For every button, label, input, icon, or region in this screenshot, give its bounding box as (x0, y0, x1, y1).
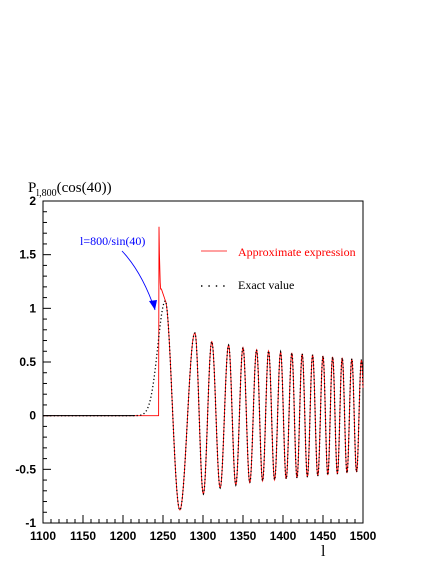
x-tick-label: 1200 (110, 529, 137, 543)
annotation-label: l=800/sin(40) (80, 234, 145, 248)
y-tick-label: 0.5 (19, 355, 36, 369)
legend-label-exact: Exact value (238, 278, 294, 292)
axis-ticks (42, 200, 364, 524)
x-tick-label: 1250 (150, 529, 177, 543)
chart-title-base: P (28, 180, 36, 196)
legend-label-approximate: Approximate expression (238, 245, 356, 259)
y-tick-label: -0.5 (15, 462, 36, 476)
annotation-arrowhead (149, 300, 157, 310)
tick-labels: 1100 1150 1200 1250 1300 1350 1400 1450 1500 -1 -0… (15, 194, 376, 543)
series-approximate-line (43, 226, 364, 511)
x-tick-label: 1400 (270, 529, 297, 543)
chart-title-subscript: l,800 (36, 188, 56, 199)
y-tick-label: 2 (29, 194, 36, 208)
x-tick-label: 1500 (350, 529, 377, 543)
x-tick-label: 1300 (190, 529, 217, 543)
x-tick-label: 1100 (30, 529, 56, 543)
series-layer (43, 226, 364, 511)
y-tick-label: 0 (29, 409, 36, 423)
x-tick-label: 1450 (310, 529, 337, 543)
x-tick-label: 1150 (70, 529, 96, 543)
y-tick-label: -1 (25, 516, 36, 530)
series-exact-line (43, 299, 364, 511)
x-tick-label: 1350 (230, 529, 257, 543)
y-tick-label: 1.5 (19, 248, 36, 262)
y-tick-label: 1 (29, 301, 36, 315)
annotation: l=800/sin(40) (80, 234, 157, 311)
chart-title-suffix: (cos(40)) (57, 180, 112, 196)
x-axis-label: l (321, 543, 326, 560)
chart-title: Pl,800(cos(40)) (28, 180, 112, 199)
legend: Approximate expression Exact value (201, 245, 356, 292)
